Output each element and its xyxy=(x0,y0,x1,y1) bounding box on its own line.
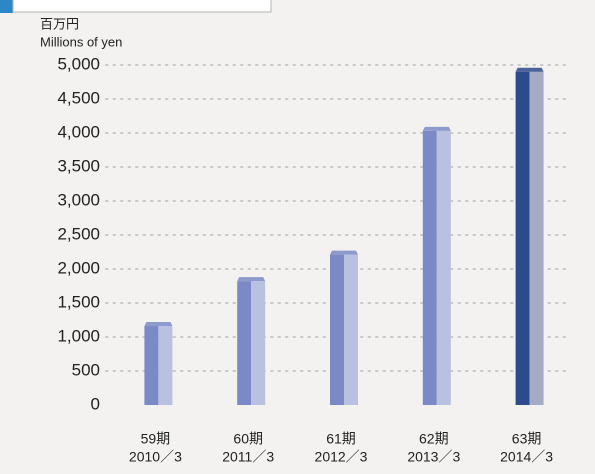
y-tick-label: 1,500 xyxy=(57,292,100,311)
bar xyxy=(422,126,451,405)
bar-top xyxy=(330,250,358,255)
bar xyxy=(237,277,266,405)
y-tick-label: 4,000 xyxy=(57,122,100,141)
bar-front xyxy=(237,281,252,405)
x-tick-date: 2014／3 xyxy=(500,449,553,465)
corner-tab xyxy=(0,0,13,13)
x-tick-date: 2013／3 xyxy=(407,449,460,465)
bar-top xyxy=(515,67,544,72)
bar-top xyxy=(144,322,173,327)
bar-front xyxy=(515,71,530,405)
x-tick-label: 60期 xyxy=(233,431,263,447)
bar-side xyxy=(344,254,358,405)
x-tick-label: 61期 xyxy=(326,431,356,447)
bar-side xyxy=(436,130,451,405)
y-axis-label: Millions of yen xyxy=(40,34,122,49)
y-tick-label: 2,500 xyxy=(57,224,100,243)
y-tick-label: 500 xyxy=(72,360,100,379)
y-tick-label: 0 xyxy=(91,394,100,413)
bar-side xyxy=(251,281,266,405)
header-box xyxy=(12,0,272,13)
bar xyxy=(330,250,358,405)
x-tick-date: 2012／3 xyxy=(315,449,368,465)
bar xyxy=(144,322,173,405)
x-tick-date: 2010／3 xyxy=(129,449,182,465)
x-tick-label: 59期 xyxy=(141,431,171,447)
bar-top xyxy=(237,277,266,282)
bar xyxy=(515,67,544,405)
bar-side xyxy=(529,71,544,405)
bar-top xyxy=(422,126,451,131)
y-tick-label: 2,000 xyxy=(57,258,100,277)
y-tick-label: 5,000 xyxy=(57,54,100,73)
y-tick-label: 1,000 xyxy=(57,326,100,345)
bar-front xyxy=(330,254,344,405)
y-tick-label: 3,000 xyxy=(57,190,100,209)
x-tick-label: 62期 xyxy=(419,431,449,447)
bar-front xyxy=(144,326,159,405)
bar-side xyxy=(158,326,173,405)
x-tick-date: 2011／3 xyxy=(222,449,274,465)
x-tick-label: 63期 xyxy=(512,431,542,447)
y-axis-label-ja: 百万円 xyxy=(40,16,79,31)
y-tick-label: 4,500 xyxy=(57,88,100,107)
y-tick-label: 3,500 xyxy=(57,156,100,175)
bar-front xyxy=(422,130,437,405)
